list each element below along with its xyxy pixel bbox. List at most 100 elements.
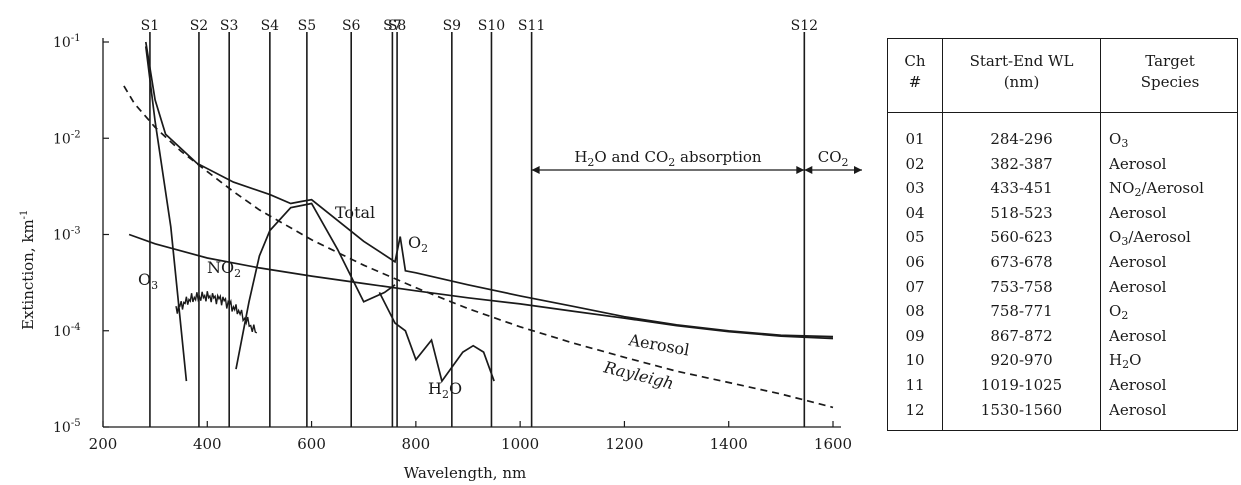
channel-label: S3	[220, 18, 239, 34]
x-tick-label: 1200	[605, 435, 643, 453]
table-row: 08 758-771 O2	[888, 299, 1237, 324]
table-row: 09 867-872 Aerosol	[888, 324, 1237, 349]
channel-table: Ch # Start-End WL (nm) Target Species 01 284…	[887, 38, 1238, 431]
table-row: 04 518-523 Aerosol	[888, 201, 1237, 226]
band-arrow-left	[804, 166, 813, 174]
channel-cell: 04	[905, 203, 925, 222]
wavelength-cell: 758-771	[990, 302, 1053, 321]
channel-label: S8	[388, 18, 407, 34]
x-tick-label: 400	[193, 435, 222, 453]
channel-cell: 03	[905, 179, 925, 198]
wavelength-cell: 867-872	[990, 326, 1053, 345]
series-rayleigh	[123, 85, 834, 409]
y-tick-label: 10-4	[53, 322, 81, 340]
band-arrow-left	[531, 166, 540, 174]
wavelength-cell: 284-296	[990, 130, 1053, 148]
species-cell: Aerosol	[1109, 253, 1167, 271]
species-cell: Aerosol	[1109, 326, 1167, 345]
curve-label-no2: NO2	[207, 258, 241, 280]
channel-cell: 06	[905, 253, 925, 271]
channel-cell: 11	[905, 376, 925, 394]
channel-cell: 07	[905, 277, 925, 296]
wavelength-cell: 1019-1025	[980, 376, 1063, 394]
table-row: 10 920-970 H2O	[888, 348, 1237, 373]
table-row: 06 673-678 Aerosol	[888, 250, 1237, 275]
x-tick-label: 800	[402, 435, 431, 453]
channel-cell: 10	[905, 351, 925, 370]
x-tick-label: 1000	[501, 435, 539, 453]
channel-label: S7	[383, 18, 402, 34]
y-axis-label: Extinction, km-1	[19, 210, 37, 330]
wavelength-cell: 673-678	[990, 253, 1053, 271]
wavelength-cell: 382-387	[990, 154, 1053, 173]
series-h2o	[378, 292, 495, 384]
y-tick-label: 10-5	[53, 418, 81, 436]
channel-cell: 12	[905, 400, 925, 419]
table-row: 07 753-758 Aerosol	[888, 275, 1237, 300]
species-cell: O3/Aerosol	[1109, 228, 1191, 249]
y-tick-label: 10-2	[53, 129, 81, 147]
table-row: 12 1530-1560 Aerosol	[888, 398, 1237, 423]
table-row: 11 1019-1025 Aerosol	[888, 373, 1237, 398]
x-tick-label: 1600	[814, 435, 852, 453]
x-tick-label: 200	[89, 435, 118, 453]
x-tick-label: 1400	[710, 435, 748, 453]
x-axis-label: Wavelength, nm	[404, 464, 526, 482]
table-row: 05 560-623 O3/Aerosol	[888, 225, 1237, 250]
species-cell: Aerosol	[1109, 376, 1167, 394]
channel-label: S5	[298, 18, 317, 34]
channel-cell: 08	[905, 302, 925, 321]
species-cell: Aerosol	[1109, 400, 1167, 419]
channel-label: S9	[443, 18, 462, 34]
wavelength-cell: 753-758	[990, 277, 1053, 296]
channel-cell: 09	[905, 326, 925, 345]
wavelength-cell: 433-451	[990, 179, 1053, 198]
series-total	[144, 41, 834, 338]
species-cell: Aerosol	[1109, 154, 1167, 173]
channel-cell: 05	[905, 228, 925, 247]
curve-label-o2: O2	[408, 233, 428, 255]
species-cell: O2	[1109, 302, 1129, 323]
table-row: 02 382-387 Aerosol	[888, 152, 1237, 177]
y-tick-label: 10-1	[53, 33, 81, 51]
species-cell: O3	[1109, 130, 1129, 150]
band-label: CO2	[818, 148, 849, 169]
channel-label: S12	[791, 18, 818, 34]
table-row: 01 284-296 O3	[888, 127, 1237, 152]
band-arrow-right	[796, 166, 805, 174]
series-no2	[175, 291, 258, 334]
y-tick-label: 10-3	[53, 226, 81, 244]
series-o3	[144, 46, 188, 382]
species-cell: Aerosol	[1109, 203, 1167, 222]
series-aerosol	[128, 233, 834, 340]
wavelength-cell: 920-970	[990, 351, 1053, 370]
series-o3-chappuis	[235, 202, 396, 370]
channel-label: S1	[141, 18, 160, 34]
wavelength-cell: 1530-1560	[980, 400, 1063, 419]
wavelength-cell: 560-623	[990, 228, 1053, 247]
table-row: 03 433-451 NO2/Aerosol	[888, 176, 1237, 201]
header-channel: Ch #	[904, 52, 926, 91]
extinction-chart: Extinction, km-1 Wavelength, nm 200 400 60…	[19, 18, 862, 482]
channel-label: S11	[518, 18, 545, 34]
channel-label: S2	[190, 18, 209, 34]
channel-label: S6	[342, 18, 361, 34]
header-wavelength: Start-End WL (nm)	[969, 52, 1074, 91]
curve-label-o3: O3	[138, 270, 158, 292]
wavelength-cell: 518-523	[990, 203, 1053, 222]
curve-label-total: Total	[335, 203, 375, 222]
x-tick-label: 600	[297, 435, 326, 453]
curve-label-aerosol: Aerosol	[626, 330, 691, 360]
channel-label: S4	[261, 18, 280, 34]
band-arrow-right	[854, 166, 862, 174]
species-cell: Aerosol	[1109, 277, 1167, 296]
band-label: H2O and CO2 absorption	[574, 148, 762, 169]
header-target: Target Species	[1140, 52, 1200, 91]
channel-cell: 02	[905, 154, 925, 173]
curve-label-rayleigh: Rayleigh	[601, 357, 676, 393]
channel-cell: 01	[905, 130, 925, 148]
species-cell: H2O	[1109, 351, 1142, 372]
channel-label: S10	[478, 18, 505, 34]
curve-label-h2o: H2O	[428, 379, 462, 401]
species-cell: NO2/Aerosol	[1109, 179, 1204, 200]
